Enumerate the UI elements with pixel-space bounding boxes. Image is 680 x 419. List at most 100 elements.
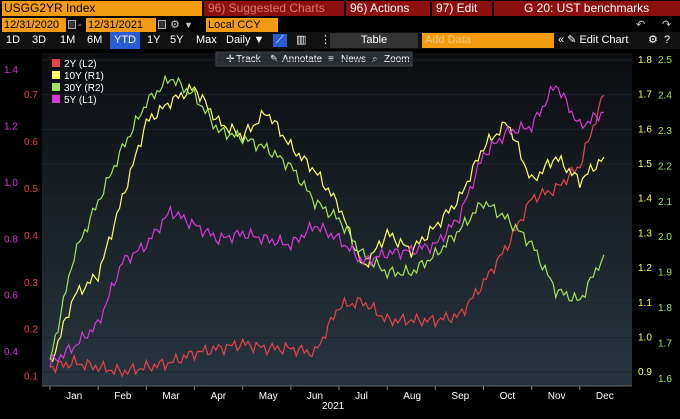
- series-line-2y[interactable]: [49, 94, 605, 378]
- y-tick-label-r1: 1.7: [638, 90, 652, 101]
- help-icon[interactable]: ?: [664, 34, 671, 46]
- legend-10y: 10Y (R1): [64, 71, 104, 82]
- y-tick-label-r1: 1.4: [638, 194, 652, 205]
- y-tick-label-r2: 2.4: [658, 91, 672, 102]
- x-tick-label: Jun: [307, 391, 323, 402]
- series-line-30y[interactable]: [49, 74, 605, 360]
- y-tick-label-l2: 0.6: [24, 137, 38, 148]
- plot-background: [42, 53, 632, 386]
- y-tick-label-r2: 1.7: [658, 338, 672, 349]
- period-1d[interactable]: 1D: [6, 34, 21, 46]
- period-ytd[interactable]: YTD: [110, 32, 140, 49]
- y-tick-label-l1: 1.0: [4, 178, 18, 189]
- y-tick-label-r1: 1.1: [638, 298, 652, 309]
- x-tick-label: Nov: [548, 391, 566, 402]
- period-max[interactable]: Max: [196, 34, 217, 46]
- edit-menu-button[interactable]: 97) Edit: [432, 1, 492, 16]
- edit-chart-button[interactable]: « ✎ Edit Chart: [558, 32, 628, 49]
- settings-icon[interactable]: ⚙: [648, 34, 658, 46]
- x-tick-label: Oct: [500, 391, 516, 402]
- y-tick-label-l2: 0.5: [24, 184, 38, 195]
- y-tick-label-l2: 0.7: [24, 90, 38, 101]
- period-6m[interactable]: 6M: [87, 34, 103, 46]
- calendar-icon[interactable]: [158, 20, 166, 29]
- y-tick-label-r2: 2.5: [658, 55, 672, 66]
- x-tick-label: Mar: [162, 391, 180, 402]
- settings-icon[interactable]: ⚙: [170, 19, 180, 31]
- edit-chart-label: Edit Chart: [579, 34, 629, 46]
- legend-swatch-5y: [52, 95, 60, 103]
- series-lines: [49, 74, 605, 378]
- actions-menu-button[interactable]: 96) Actions: [346, 1, 430, 16]
- y-tick-label-l2: 0.1: [24, 372, 38, 383]
- add-data-input[interactable]: Add Data: [422, 33, 554, 48]
- y-tick-label-r1: 1.6: [638, 124, 652, 135]
- chart-type-icon[interactable]: ▥: [296, 34, 307, 46]
- y-tick-label-r2: 2.2: [658, 161, 672, 172]
- x-tick-label: Jan: [66, 391, 82, 402]
- y-tick-label-l1: 0.6: [4, 291, 18, 302]
- y-tick-label-r1: 1.8: [638, 55, 652, 66]
- currency-select[interactable]: Local CCY: [206, 18, 278, 32]
- y-tick-label-r1: 0.9: [638, 367, 652, 378]
- left-axis-l2: 0.1 0.2 0.3 0.4 0.5 0.6 0.7: [24, 90, 38, 382]
- period-1y[interactable]: 1Y: [147, 34, 161, 46]
- date-range-bar: 12/31/2020 - 12/31/2021 ⚙ ▼ Local CCY ↶ …: [0, 17, 680, 32]
- legend-5y: 5Y (L1): [64, 95, 97, 106]
- legend-swatch-30y: [52, 83, 60, 91]
- period-3d[interactable]: 3D: [32, 34, 47, 46]
- undo-icon[interactable]: ↶: [636, 19, 646, 31]
- series-line-5y[interactable]: [49, 84, 604, 368]
- top-toolbar: USGG2YR Index 96) Suggested Charts 96) A…: [0, 0, 680, 17]
- legend-swatch-10y: [52, 71, 60, 79]
- x-tick-label: May: [259, 391, 278, 402]
- dropdown-arrow-icon[interactable]: ▼: [184, 20, 193, 30]
- dash-separator: -: [78, 19, 82, 31]
- chart-title: G 20: UST benchmarks: [494, 1, 680, 16]
- more-tools-icon[interactable]: ⋮: [320, 34, 331, 46]
- y-tick-label-l2: 0.3: [24, 278, 38, 289]
- start-date-input[interactable]: 12/31/2020: [2, 18, 66, 32]
- legend-2y: 2Y (L2): [64, 59, 97, 70]
- y-tick-label-l1: 1.2: [4, 121, 18, 132]
- x-axis-label: 2021: [322, 401, 345, 412]
- y-tick-label-l1: 1.4: [4, 65, 18, 76]
- y-tick-label-l2: 0.2: [24, 325, 38, 336]
- x-tick-label: Feb: [114, 391, 132, 402]
- legend-swatch-2y: [52, 59, 60, 67]
- y-tick-label-l1: 0.8: [4, 234, 18, 245]
- line-chart[interactable]: ✛ Track ✎ Annotate ≡ News ⌕ Zoom 0.4 0.6 0…: [0, 49, 680, 419]
- legend: 2Y (L2) 10Y (R1) 30Y (R2) 5Y (L1): [52, 59, 104, 106]
- right-axis-r1: 0.9 1.0 1.1 1.2 1.3 1.4 1.5 1.6 1.7 1.8: [638, 55, 652, 378]
- x-tick-label: Aug: [403, 391, 421, 402]
- right-axis-r2: 1.6 1.7 1.8 1.9 2.0 2.1 2.2 2.3 2.4 2.5: [658, 55, 672, 385]
- y-tick-label-r2: 2.1: [658, 197, 672, 208]
- end-date-input[interactable]: 12/31/2021: [86, 18, 156, 32]
- y-tick-label-r1: 1.2: [638, 263, 652, 274]
- redo-icon[interactable]: ↷: [662, 19, 672, 31]
- table-button[interactable]: Table: [330, 33, 418, 48]
- x-tick-label: Jul: [355, 391, 368, 402]
- legend-30y: 30Y (R2): [64, 83, 104, 94]
- chart-area[interactable]: ✛ Track ✎ Annotate ≡ News ⌕ Zoom 0.4 0.6 0…: [0, 49, 680, 419]
- frequency-select[interactable]: Daily ▼: [226, 34, 265, 46]
- series-line-10y[interactable]: [49, 82, 605, 363]
- grid: [42, 59, 632, 373]
- period-5y[interactable]: 5Y: [170, 34, 184, 46]
- y-tick-label-r1: 1.3: [638, 228, 652, 239]
- y-tick-label-l1: 0.4: [4, 347, 18, 358]
- x-tick-label: Sep: [451, 391, 469, 402]
- suggested-charts-button[interactable]: 96) Suggested Charts: [204, 1, 344, 16]
- line-chart-icon[interactable]: ⟋: [273, 34, 287, 47]
- pencil-icon: ✎: [567, 34, 577, 46]
- y-tick-label-r2: 1.8: [658, 303, 672, 314]
- y-tick-label-r2: 2.0: [658, 232, 672, 243]
- y-tick-label-r2: 2.3: [658, 126, 672, 137]
- period-1m[interactable]: 1M: [60, 34, 76, 46]
- calendar-icon[interactable]: [68, 20, 76, 29]
- chart-tools-bar: ✛ Track ✎ Annotate ≡ News ⌕ Zoom: [215, 51, 413, 67]
- y-tick-label-r2: 1.9: [658, 268, 672, 279]
- x-tick-label: Apr: [211, 391, 227, 402]
- period-toolbar: 1D 3D 1M 6M YTD 1Y 5Y Max Daily ▼ ⟋ ▥ ⋮ …: [0, 32, 680, 49]
- ticker-input[interactable]: USGG2YR Index: [2, 1, 202, 16]
